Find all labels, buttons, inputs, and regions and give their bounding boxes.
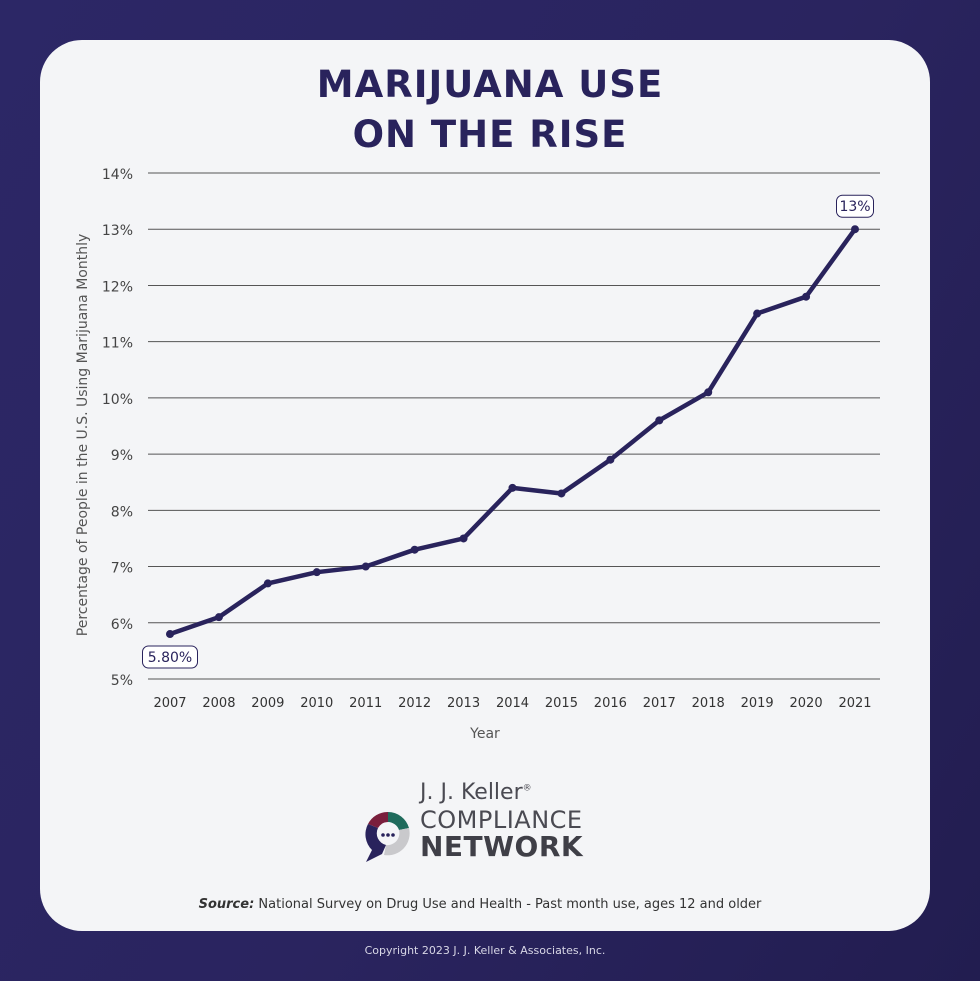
speech-bubble-icon bbox=[365, 811, 410, 862]
x-tick-label: 2018 bbox=[692, 696, 725, 711]
x-axis-label: Year bbox=[469, 726, 500, 742]
x-tick-label: 2021 bbox=[838, 696, 871, 711]
source-label: Source: bbox=[198, 897, 255, 912]
data-point bbox=[557, 489, 566, 498]
y-tick-label: 13% bbox=[102, 223, 133, 239]
y-tick-label: 7% bbox=[111, 561, 133, 577]
x-tick-label: 2014 bbox=[496, 696, 529, 711]
y-tick-label: 11% bbox=[102, 336, 133, 352]
x-tick-label: 2007 bbox=[153, 696, 186, 711]
title-line-2: ON THE RISE bbox=[352, 113, 628, 156]
copyright: Copyright 2023 J. J. Keller & Associates… bbox=[364, 944, 606, 957]
x-tick-label: 2009 bbox=[251, 696, 284, 711]
data-point bbox=[361, 562, 370, 571]
logo-line-2: COMPLIANCE bbox=[420, 806, 583, 834]
data-point bbox=[704, 388, 713, 397]
y-tick-label: 6% bbox=[111, 617, 133, 633]
data-point bbox=[606, 455, 615, 464]
x-tick-label: 2008 bbox=[202, 696, 235, 711]
data-point bbox=[459, 534, 468, 543]
y-tick-label: 9% bbox=[111, 448, 133, 464]
series-line bbox=[167, 226, 858, 637]
page-title: MARIJUANA USE ON THE RISE bbox=[0, 60, 980, 160]
x-tick-label: 2010 bbox=[300, 696, 333, 711]
x-tick-label: 2017 bbox=[643, 696, 676, 711]
data-point bbox=[214, 613, 223, 622]
data-label: 5.80% bbox=[148, 650, 192, 666]
x-tick-label: 2013 bbox=[447, 696, 480, 711]
logo-line-1: J. J. Keller® bbox=[420, 780, 532, 805]
x-tick-label: 2015 bbox=[545, 696, 578, 711]
data-point bbox=[655, 416, 664, 425]
data-label: 13% bbox=[839, 199, 870, 215]
title-line-1: MARIJUANA USE bbox=[316, 63, 664, 106]
y-tick-label: 10% bbox=[102, 392, 133, 408]
company-logo: J. J. Keller® COMPLIANCE NETWORK bbox=[360, 780, 620, 870]
x-tick-label: 2019 bbox=[741, 696, 774, 711]
y-axis-label: Percentage of People in the U.S. Using M… bbox=[75, 234, 91, 636]
logo-line-3: NETWORK bbox=[420, 830, 584, 863]
source-text: National Survey on Drug Use and Health -… bbox=[254, 897, 762, 912]
y-tick-label: 12% bbox=[102, 279, 133, 295]
data-point bbox=[166, 630, 174, 639]
x-tick-label: 2020 bbox=[790, 696, 823, 711]
data-point bbox=[753, 309, 762, 318]
infographic-card bbox=[40, 40, 930, 931]
data-point bbox=[263, 579, 272, 588]
data-point bbox=[851, 225, 859, 234]
data-point bbox=[312, 568, 321, 577]
data-point bbox=[802, 292, 811, 301]
data-point bbox=[508, 483, 517, 492]
x-tick-label: 2016 bbox=[594, 696, 627, 711]
data-point bbox=[410, 545, 419, 554]
annotation-box bbox=[142, 645, 198, 669]
annotation-box bbox=[836, 194, 874, 218]
y-tick-label: 8% bbox=[111, 504, 133, 520]
x-tick-label: 2012 bbox=[398, 696, 431, 711]
source-note: Source: National Survey on Drug Use and … bbox=[0, 897, 960, 912]
x-tick-label: 2011 bbox=[349, 696, 382, 711]
y-tick-label: 14% bbox=[102, 167, 133, 183]
y-tick-label: 5% bbox=[111, 673, 133, 689]
